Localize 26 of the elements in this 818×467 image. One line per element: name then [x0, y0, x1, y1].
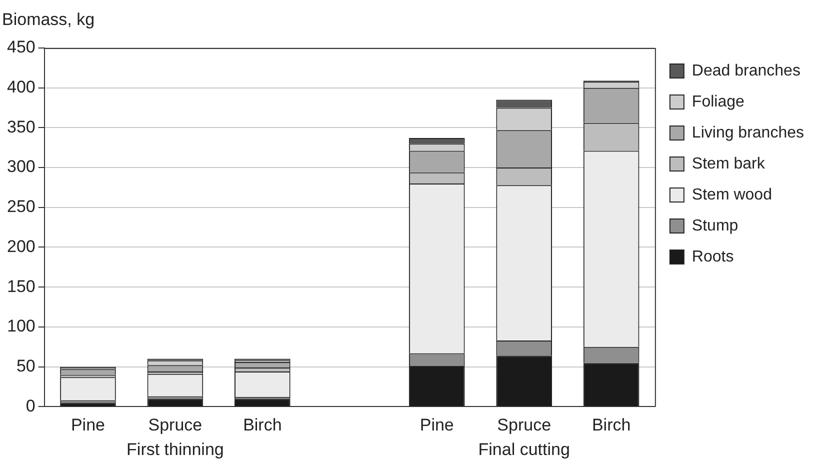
legend-label: Stem bark — [692, 155, 766, 172]
legend-label: Living branches — [692, 124, 804, 142]
legend-label: Stump — [692, 217, 738, 234]
x-tick-label: Pine — [70, 415, 105, 434]
y-tick-label: 100 — [6, 316, 36, 336]
x-tick-label: Birch — [243, 415, 282, 434]
text: Final cutting — [478, 440, 570, 460]
legend-label: Foliage — [692, 93, 745, 110]
x-tick-label: Spruce — [497, 415, 552, 434]
y-tick-label: 300 — [6, 157, 36, 176]
y-tick-label: 200 — [6, 236, 36, 256]
legend-label: Roots — [692, 248, 734, 266]
y-tick-label: 150 — [6, 276, 36, 296]
y-tick-label: 350 — [6, 117, 36, 136]
y-tick-label: 400 — [6, 78, 36, 97]
x-tick-label: Spruce — [148, 415, 202, 434]
y-tick-label: 50 — [16, 356, 36, 376]
y-tick-label: 250 — [6, 197, 36, 216]
text: First thinning — [126, 440, 224, 460]
x-tick-label: Pine — [420, 415, 454, 434]
y-axis-title: Biomass, kg — [2, 10, 95, 30]
x-tick-label: Birch — [592, 415, 631, 434]
legend-label: Stem wood — [692, 186, 772, 204]
legend-label: Dead branches — [692, 62, 800, 80]
y-tick-label: 450 — [6, 38, 36, 57]
y-tick-label: 0 — [26, 396, 36, 416]
